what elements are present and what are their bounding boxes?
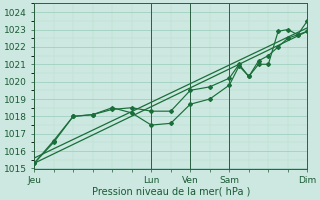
- X-axis label: Pression niveau de la mer( hPa ): Pression niveau de la mer( hPa ): [92, 187, 250, 197]
